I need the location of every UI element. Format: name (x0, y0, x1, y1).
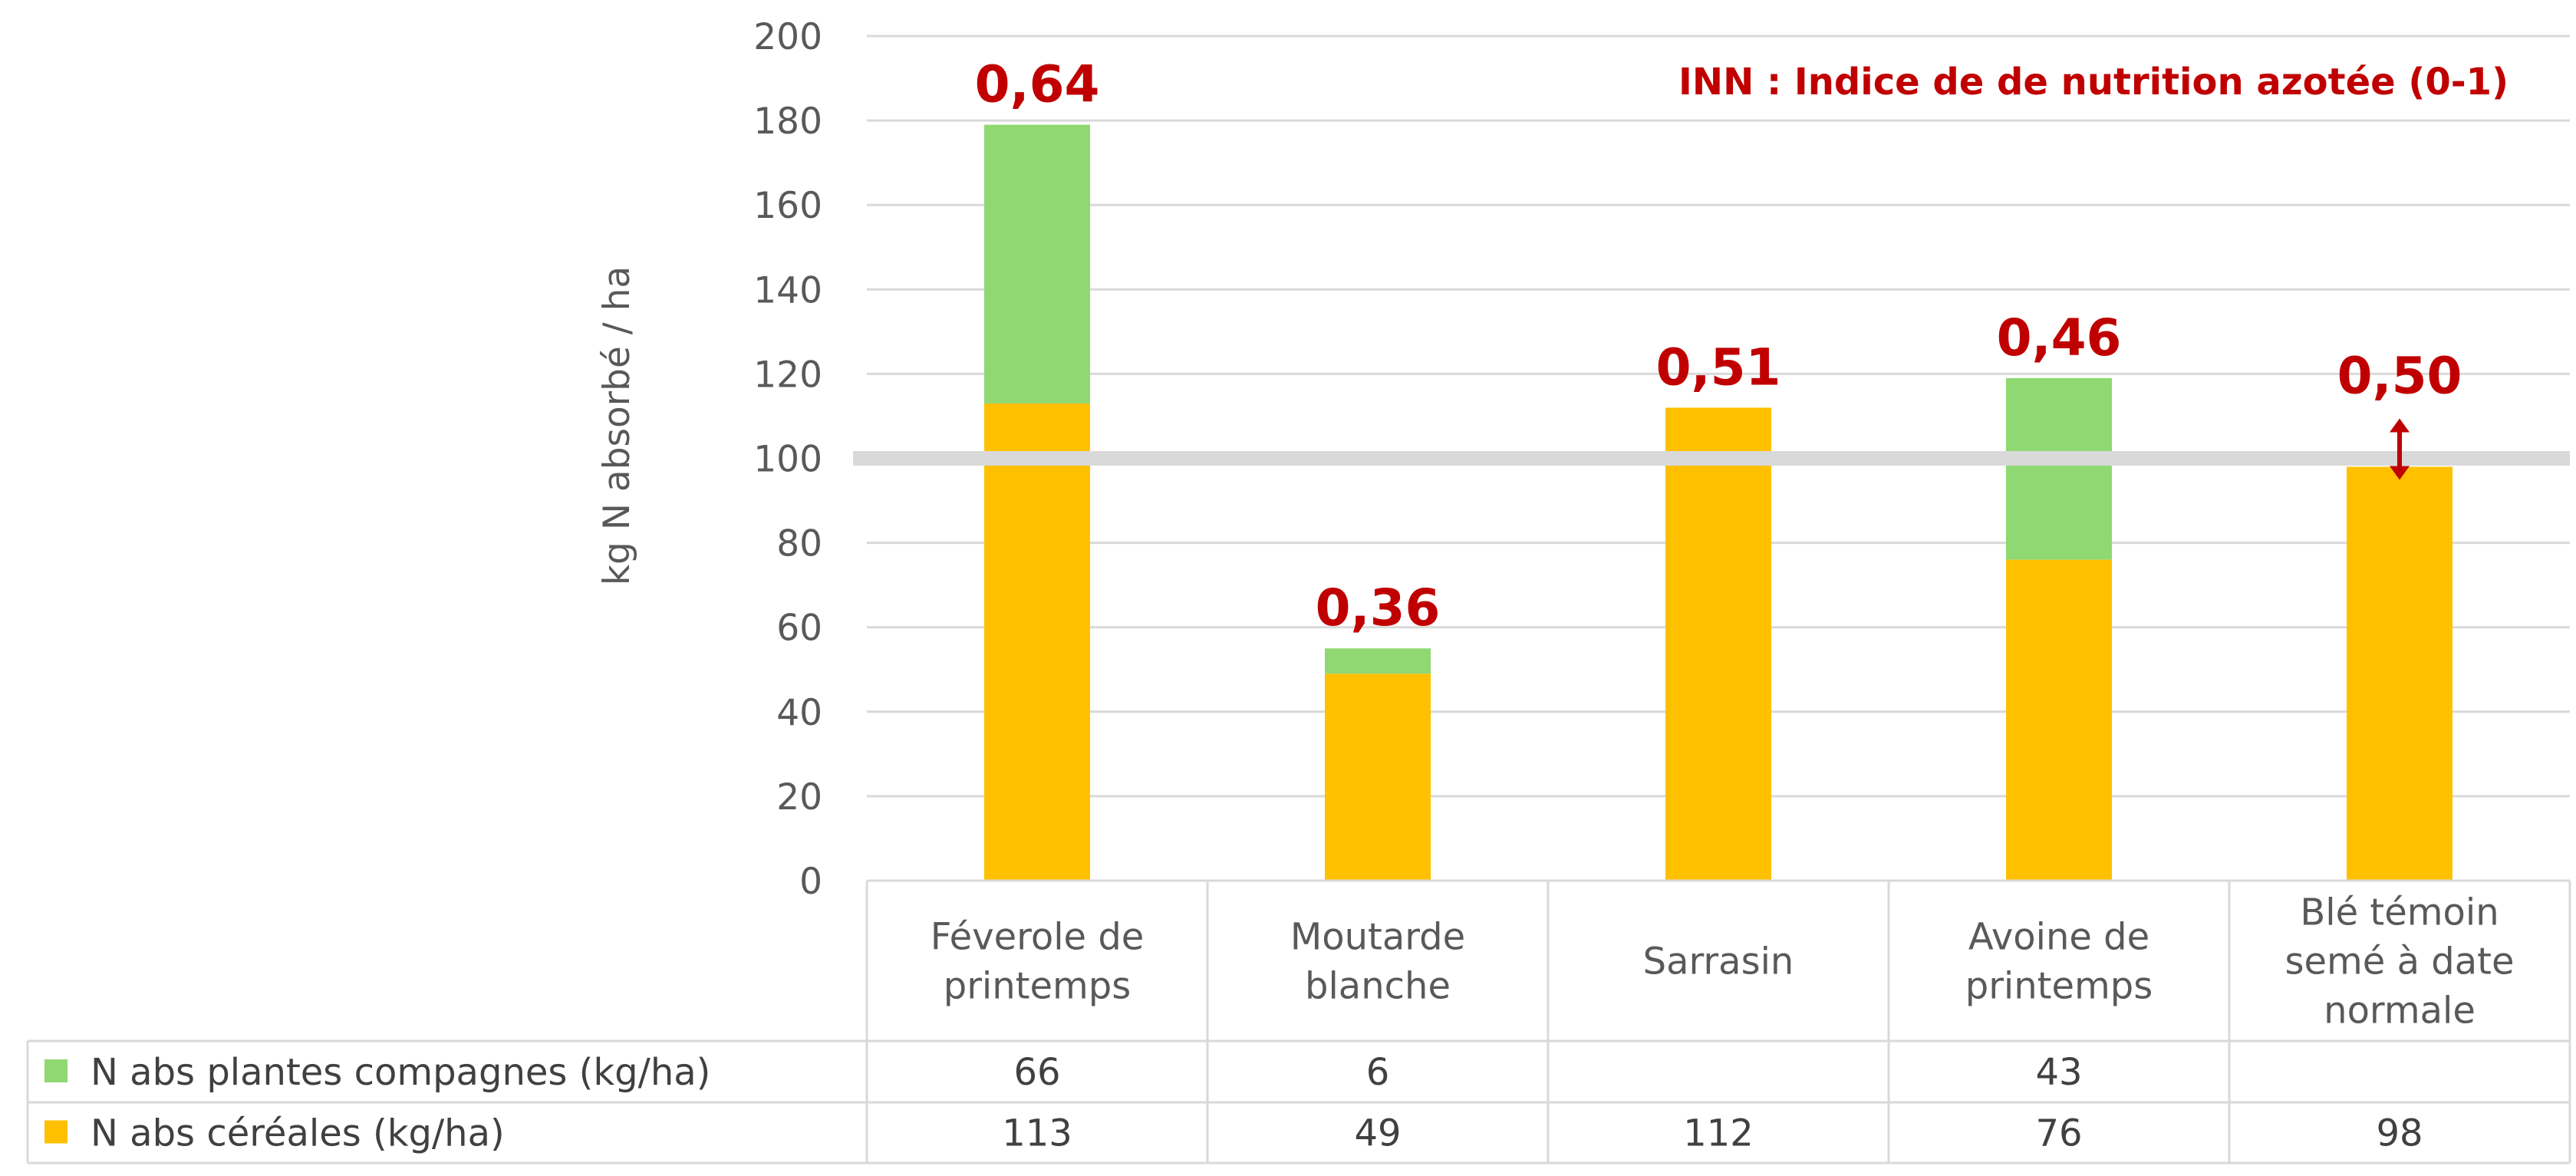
inn-value-label: 0,64 (975, 55, 1100, 114)
category-label: semé à date (2285, 940, 2515, 983)
data-table: Féverole de printemps Moutarde blanche Sarra… (26, 879, 2571, 1164)
y-tick-label: 0 (799, 861, 822, 903)
category-label: Sarrasin (1643, 940, 1794, 983)
category-label: Blé témoin (2300, 891, 2499, 934)
gap-arrow-head-down (2390, 466, 2410, 480)
bar-cereales (1325, 674, 1431, 881)
legend-label: N abs céréales (kg/ha) (91, 1112, 505, 1155)
table-cell-value: 112 (1683, 1112, 1754, 1155)
bar-plantes-compagnes (2006, 377, 2112, 560)
inn-value-label: 0,50 (2337, 347, 2462, 406)
y-tick-label: 160 (753, 185, 822, 227)
y-tick-label: 180 (753, 100, 822, 143)
table-cell-value: 113 (1002, 1112, 1072, 1155)
y-tick-label: 20 (776, 776, 822, 819)
y-tick-label: 120 (753, 354, 822, 396)
table-cell-value: 6 (1366, 1051, 1390, 1094)
bar-plantes-compagnes (984, 124, 1090, 404)
legend-key (44, 1059, 68, 1082)
y-tick-label: 200 (753, 16, 822, 58)
category-label: Moutarde (1290, 916, 1465, 959)
legend-label: N abs plantes compagnes (kg/ha) (91, 1051, 710, 1094)
table-cell-value: 49 (1354, 1112, 1401, 1155)
inn-value-label: 0,46 (1997, 308, 2122, 367)
category-label: Avoine de (1968, 916, 2149, 959)
inn-annotation: INN : Indice de de nutrition azotée (0-1… (1678, 61, 2508, 104)
table-cell-value: 43 (2035, 1051, 2082, 1094)
table-cell-value: 76 (2035, 1112, 2082, 1155)
gap-arrow-head-up (2390, 418, 2410, 433)
category-label: Féverole de (931, 916, 1145, 959)
y-axis-label: kg N absorbé / ha (596, 266, 638, 585)
bar-plantes-compagnes (1325, 648, 1431, 674)
y-tick-label: 60 (776, 608, 822, 650)
category-label: normale (2324, 990, 2476, 1033)
category-label: printemps (1965, 965, 2153, 1008)
y-tick-label: 40 (776, 692, 822, 734)
table-cell-value: 66 (1013, 1051, 1060, 1094)
bar-cereales (984, 403, 1090, 881)
y-tick-label: 100 (753, 439, 822, 481)
legend-key (44, 1120, 68, 1144)
y-tick-label: 80 (776, 523, 822, 565)
bar-cereales (2006, 559, 2112, 881)
table-cell-value: 98 (2376, 1112, 2423, 1155)
inn-value-label: 0,51 (1656, 338, 1781, 397)
category-label: printemps (944, 965, 1132, 1008)
inn-value-label: 0,36 (1316, 578, 1441, 637)
bar-cereales (2347, 466, 2452, 881)
y-tick-label: 140 (753, 269, 822, 311)
bar-cereales (1665, 407, 1771, 881)
category-label: blanche (1305, 965, 1451, 1008)
